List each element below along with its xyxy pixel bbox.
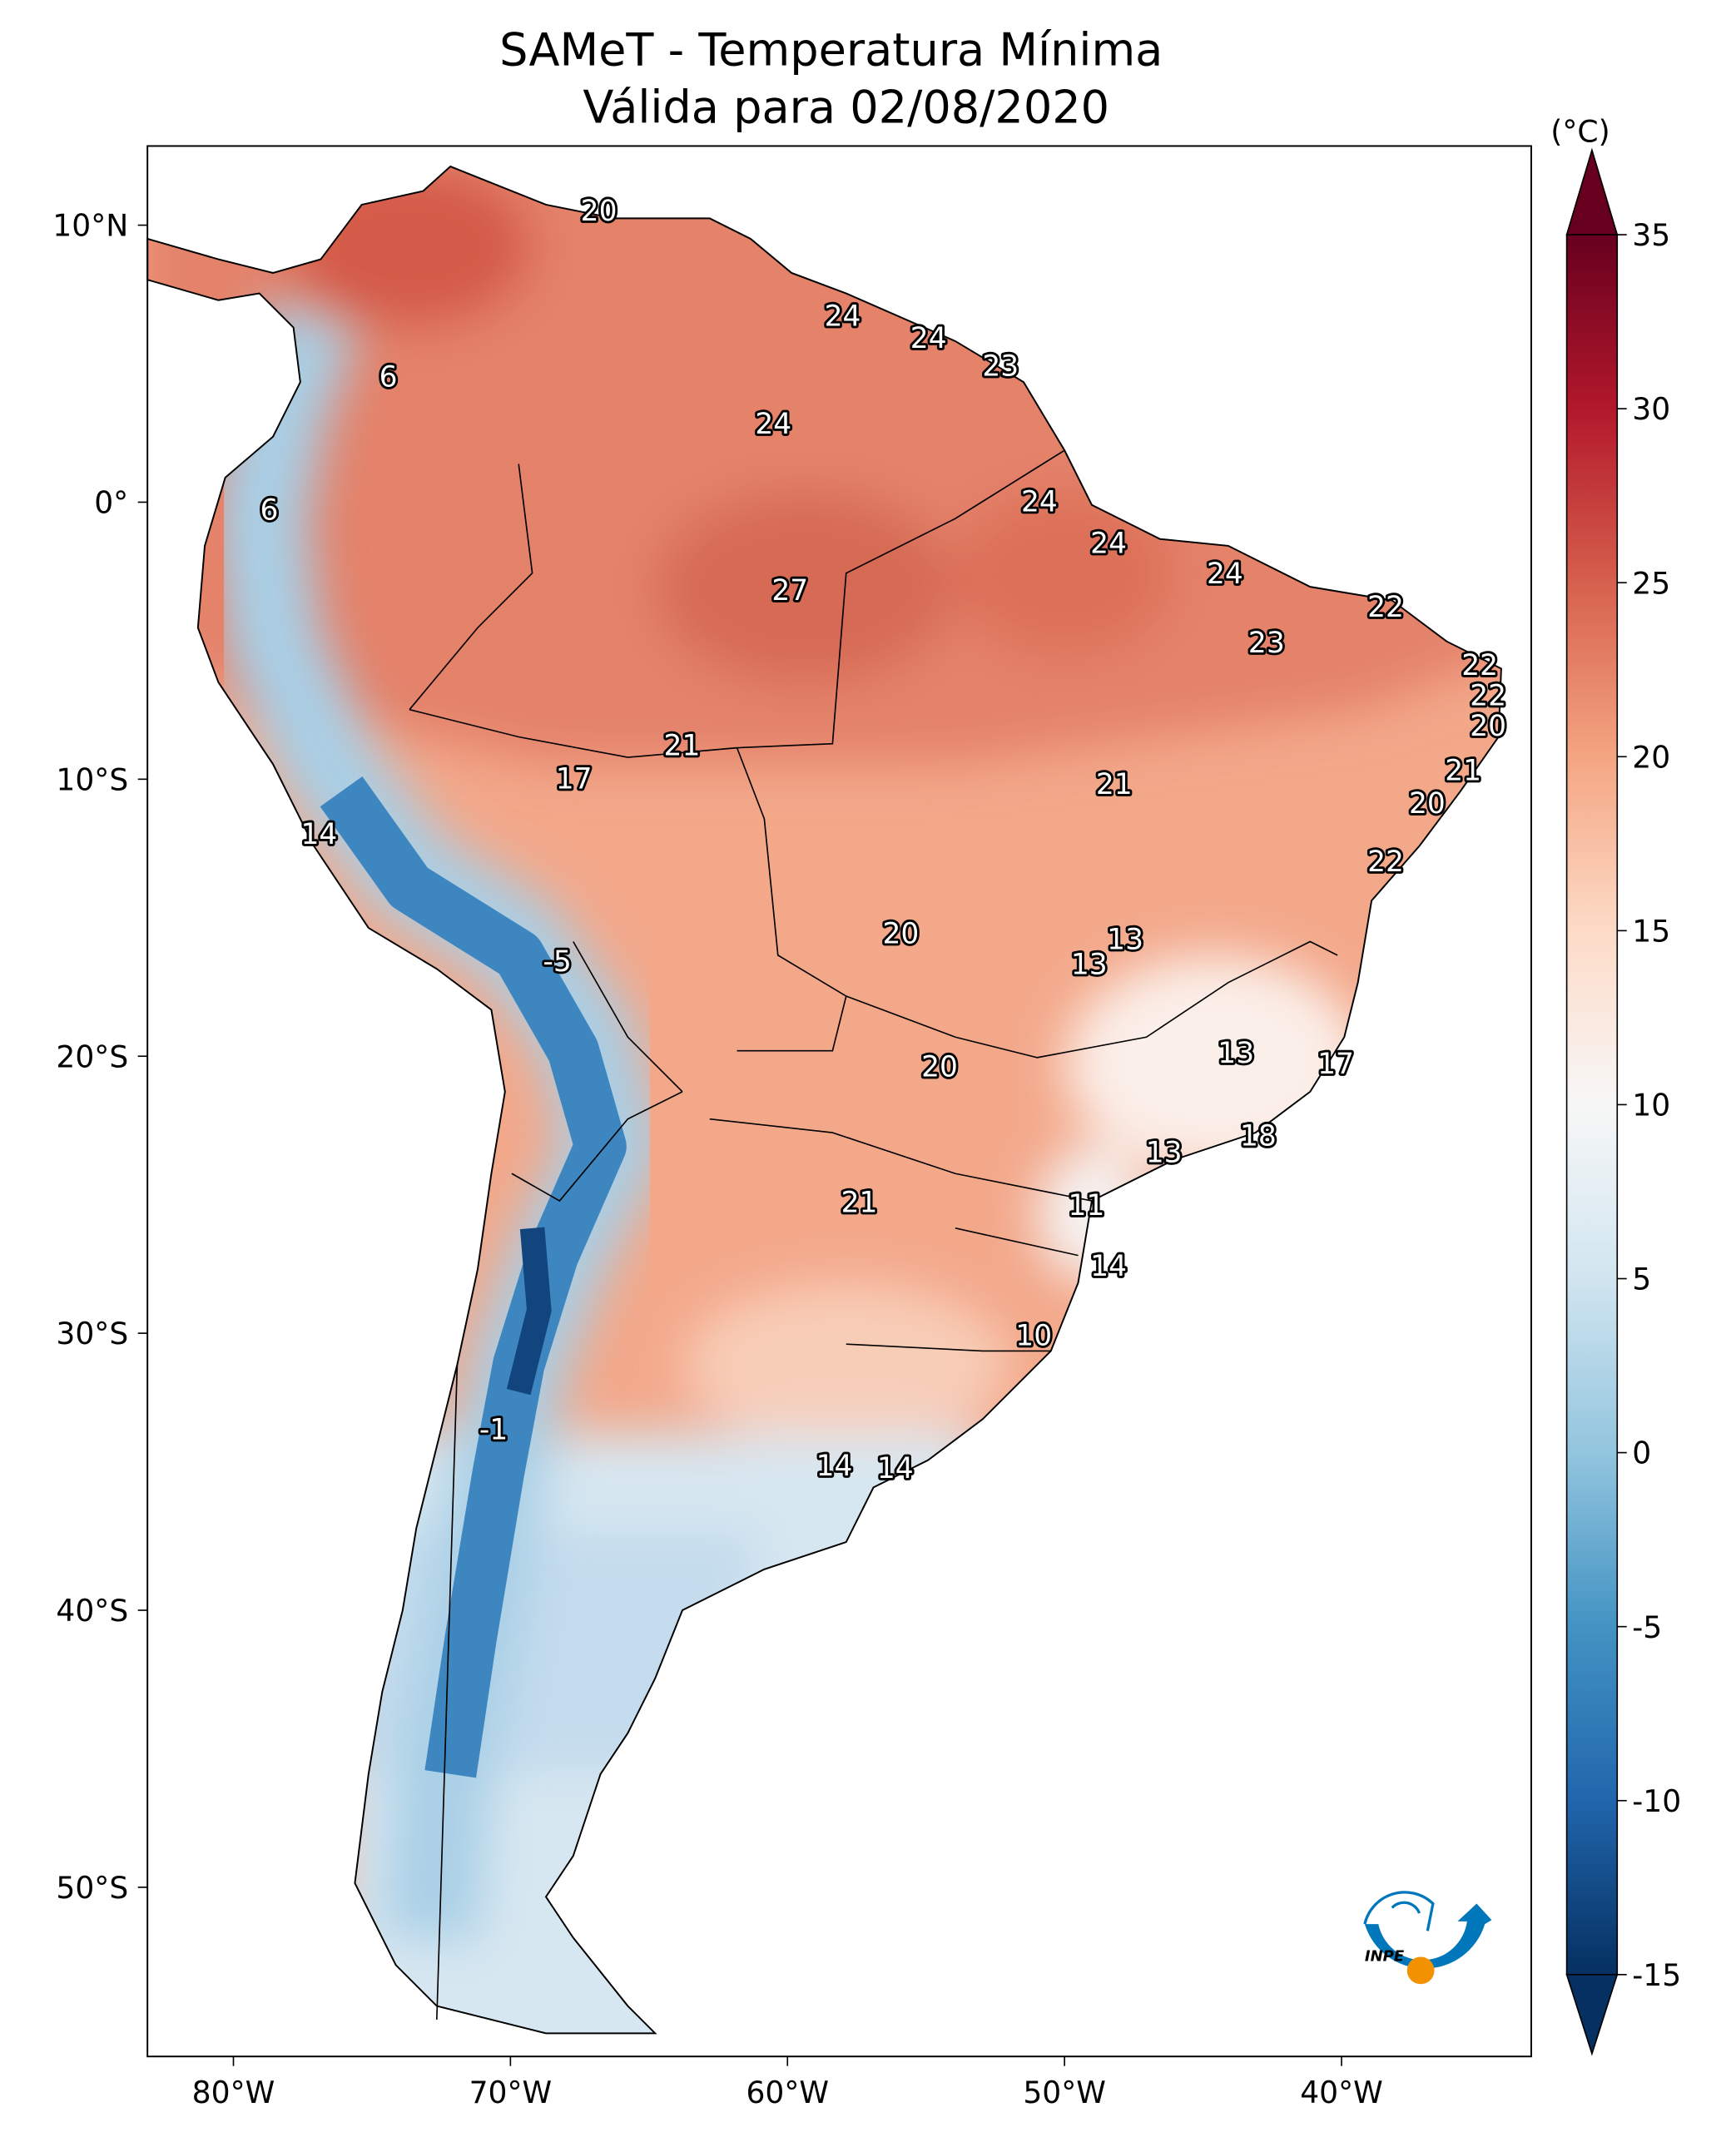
longitude-axis: 80°W 70°W 60°W 50°W 40°W xyxy=(192,2056,1383,2110)
temperature-label: 6 xyxy=(260,493,279,527)
lat-tick-label: 10°S xyxy=(56,762,128,797)
temperature-label: -1 xyxy=(479,1414,508,1447)
lat-tick-label: 50°S xyxy=(56,1871,128,1906)
temperature-label: 23 xyxy=(1248,627,1285,660)
temperature-field xyxy=(147,166,1501,2034)
temperature-label: 17 xyxy=(556,762,593,796)
temperature-label: 21 xyxy=(1096,768,1133,801)
colorbar-extend-min xyxy=(1565,1974,1619,2056)
colorbar-bar xyxy=(1565,234,1619,1976)
colorbar-tick-label: 15 xyxy=(1632,914,1670,949)
temperature-label: 10 xyxy=(1015,1319,1052,1352)
temperature-label: 22 xyxy=(1461,649,1498,682)
colorbar-unit: (°C) xyxy=(1550,115,1610,150)
temperature-label: 24 xyxy=(910,322,947,355)
map-frame xyxy=(146,145,1532,2058)
temperature-label: 14 xyxy=(300,818,337,851)
inpe-logo: INPE xyxy=(1363,1891,1492,1985)
lon-tick-label: 80°W xyxy=(192,2075,275,2110)
colorbar-tick-label: 35 xyxy=(1632,218,1670,253)
lat-tick-label: 30°S xyxy=(56,1316,128,1351)
temperature-label: 13 xyxy=(1218,1037,1254,1070)
temperature-label: 24 xyxy=(1021,485,1058,518)
lon-tick-label: 50°W xyxy=(1023,2075,1106,2110)
temperature-label: 13 xyxy=(1146,1137,1183,1170)
country-borders xyxy=(409,449,1338,2020)
temperature-label: 24 xyxy=(755,408,791,441)
temperature-label: 22 xyxy=(1367,591,1404,624)
colorbar-tick-label: 5 xyxy=(1632,1262,1651,1297)
temperature-label: 21 xyxy=(1445,754,1481,787)
temperature-label: 24 xyxy=(825,300,861,333)
lon-tick-label: 60°W xyxy=(746,2075,829,2110)
colorbar-tick-label: -5 xyxy=(1632,1610,1662,1645)
temperature-label: 24 xyxy=(1207,558,1243,591)
temperature-label: 20 xyxy=(1409,787,1446,821)
temperature-label: 14 xyxy=(816,1450,853,1483)
temperature-label: 20 xyxy=(1470,710,1506,743)
temperature-label: 11 xyxy=(1069,1189,1105,1222)
temperature-label: 18 xyxy=(1240,1120,1277,1153)
temperature-label: 24 xyxy=(1090,527,1127,560)
colorbar: (°C) 35 30 25 20 15 10 5 0 -5 -10 -15 xyxy=(1550,115,1681,2056)
latitude-axis: 10°N 0° 10°S 20°S 30°S 40°S 50°S xyxy=(52,209,148,1906)
temperature-label: 20 xyxy=(883,918,920,951)
lat-tick-label: 40°S xyxy=(56,1594,128,1629)
lat-tick-label: 20°S xyxy=(56,1039,128,1074)
temperature-label: 27 xyxy=(771,574,808,607)
temperature-label: 13 xyxy=(1107,923,1143,956)
colorbar-tick-label: -15 xyxy=(1632,1958,1681,1993)
svg-text:INPE: INPE xyxy=(1365,1947,1405,1965)
colorbar-tick-label: 30 xyxy=(1632,392,1670,427)
lon-tick-label: 70°W xyxy=(469,2075,553,2110)
temperature-label: -5 xyxy=(543,945,571,979)
temperature-label: 14 xyxy=(877,1452,914,1485)
lat-tick-label: 10°N xyxy=(52,209,128,244)
title-line-1: SAMeT - Temperatura Mínima xyxy=(499,24,1163,77)
temperature-label: 21 xyxy=(664,729,701,762)
temperature-label: 22 xyxy=(1470,679,1506,712)
temperature-label: 17 xyxy=(1317,1048,1354,1081)
lat-tick-label: 0° xyxy=(94,486,128,521)
colorbar-tick-label: -10 xyxy=(1632,1784,1681,1819)
colorbar-tick-label: 20 xyxy=(1632,740,1670,775)
temperature-label: 14 xyxy=(1090,1250,1127,1283)
colorbar-tick-label: 25 xyxy=(1632,566,1670,601)
temperature-label: 13 xyxy=(1071,948,1108,981)
temperature-label: 22 xyxy=(1367,845,1404,879)
temperature-label: 20 xyxy=(581,195,618,228)
temperature-label: 6 xyxy=(379,361,398,394)
title-line-2: Válida para 02/08/2020 xyxy=(583,82,1109,134)
temperature-label: 23 xyxy=(982,350,1019,383)
lon-tick-label: 40°W xyxy=(1300,2075,1383,2110)
temperature-label: 20 xyxy=(921,1050,958,1083)
colorbar-tick-label: 0 xyxy=(1632,1436,1651,1471)
colorbar-tick-label: 10 xyxy=(1632,1088,1670,1123)
temperature-label: 21 xyxy=(841,1187,878,1220)
colorbar-extend-max xyxy=(1565,147,1619,236)
